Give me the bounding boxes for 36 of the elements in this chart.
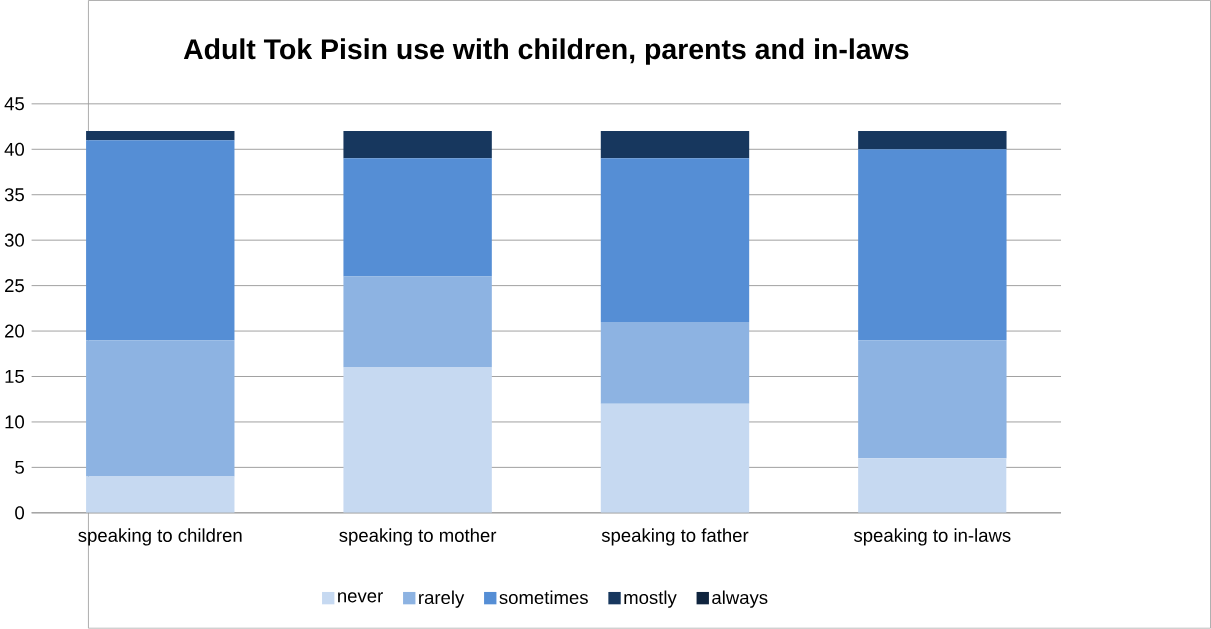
- bar: [600, 322, 750, 404]
- bar: [343, 158, 492, 277]
- legend-label: rarely: [419, 590, 465, 608]
- y-tick-label: 45: [4, 97, 24, 111]
- x-tick-label: speaking to children: [78, 528, 242, 546]
- bar: [86, 340, 235, 477]
- chart-title: Adult Tok Pisin use with children, parents and in-laws: [183, 38, 909, 65]
- legend-label: mostly: [624, 590, 677, 608]
- x-tick-label: speaking to in-laws: [854, 528, 1011, 546]
- bar: [600, 403, 750, 513]
- y-tick-label: 40: [4, 142, 25, 156]
- y-tick-label: 35: [4, 188, 24, 202]
- y-tick-label: 5: [15, 461, 24, 474]
- y-tick-label: 0: [15, 506, 25, 520]
- y-tick-label: 15: [5, 370, 24, 384]
- bar: [343, 367, 492, 513]
- bar: [858, 458, 1007, 513]
- bar: [343, 131, 492, 159]
- legend-label: sometimes: [499, 590, 588, 605]
- y-tick-label: 30: [4, 233, 25, 247]
- bar: [86, 140, 235, 341]
- bar: [600, 158, 750, 323]
- y-tick-label: 25: [5, 279, 24, 293]
- y-tick-label: 10: [5, 415, 25, 429]
- bar: [86, 131, 235, 141]
- x-tick-label: speaking to mother: [339, 528, 497, 546]
- bar: [86, 476, 235, 513]
- bar: [858, 340, 1007, 459]
- legend-label: always: [712, 590, 768, 608]
- y-tick-label: 20: [5, 324, 25, 338]
- legend-label: never: [338, 592, 383, 603]
- bar: [858, 149, 1007, 341]
- bar: [600, 131, 750, 159]
- bar: [343, 276, 492, 368]
- x-tick-label: speaking to father: [601, 528, 749, 546]
- bar: [858, 131, 1007, 150]
